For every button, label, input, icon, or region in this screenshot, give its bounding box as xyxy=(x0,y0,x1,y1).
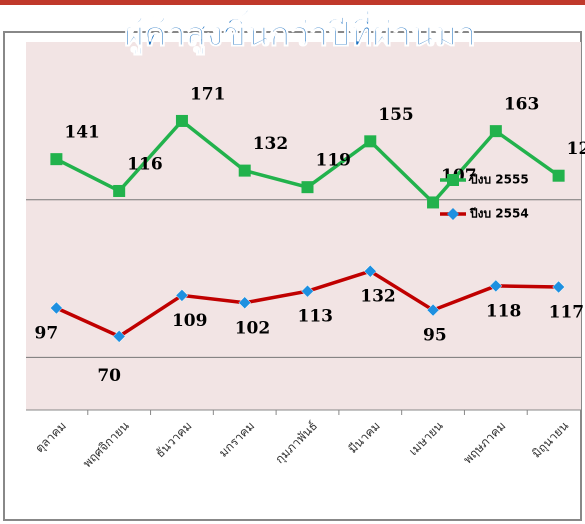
marker xyxy=(426,303,440,317)
data-label: 70 xyxy=(97,366,121,386)
marker xyxy=(50,153,63,166)
marker xyxy=(427,196,440,209)
marker xyxy=(238,296,252,310)
data-label: 163 xyxy=(504,95,540,115)
data-label: 132 xyxy=(253,134,289,154)
legend-marker xyxy=(447,208,459,220)
top-stripe xyxy=(0,0,585,5)
legend-label: ปีงบ 2554 xyxy=(469,207,528,221)
legend-marker xyxy=(447,174,459,186)
data-label: 155 xyxy=(378,105,414,125)
legend-label: ปีงบ 2555 xyxy=(469,173,528,187)
data-label: 97 xyxy=(35,324,59,344)
marker xyxy=(489,279,503,293)
marker xyxy=(301,284,314,298)
data-label: 102 xyxy=(235,318,271,338)
data-label: 116 xyxy=(127,154,162,174)
marker xyxy=(112,330,126,343)
data-label: 113 xyxy=(298,307,334,327)
marker xyxy=(552,169,565,182)
marker xyxy=(113,184,126,197)
data-label: 141 xyxy=(64,123,100,143)
data-label: 95 xyxy=(423,326,447,346)
data-label: 118 xyxy=(486,301,522,321)
marker xyxy=(175,114,188,127)
chart-title: ผู้ค้าสูงขึ้นกว่าปีที่ผ่านมา xyxy=(124,9,476,56)
marker xyxy=(238,164,251,177)
data-label: 132 xyxy=(360,287,396,307)
marker xyxy=(364,135,377,148)
data-label: 117 xyxy=(549,302,585,322)
marker xyxy=(552,280,565,294)
data-label: 119 xyxy=(316,151,352,171)
marker xyxy=(50,301,63,315)
plot-area xyxy=(26,42,581,410)
marker xyxy=(301,181,314,194)
marker xyxy=(363,264,377,278)
data-label: 171 xyxy=(190,84,226,104)
data-label: 109 xyxy=(172,311,208,331)
data-label: 128 xyxy=(567,139,585,159)
marker xyxy=(175,289,189,302)
marker xyxy=(489,125,502,138)
